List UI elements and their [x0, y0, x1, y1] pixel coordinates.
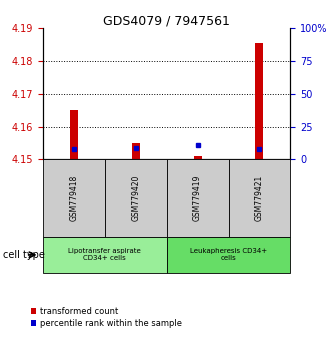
Bar [167, 237, 290, 273]
Text: Leukapheresis CD34+
cells: Leukapheresis CD34+ cells [190, 249, 267, 261]
Bar [167, 159, 228, 237]
Bar [105, 159, 167, 237]
Bar [70, 110, 78, 159]
Bar [43, 159, 105, 237]
Text: GSM779421: GSM779421 [255, 175, 264, 221]
Bar [228, 159, 290, 237]
Legend: transformed count, percentile rank within the sample: transformed count, percentile rank withi… [31, 307, 182, 328]
Bar [43, 237, 167, 273]
Text: GSM779420: GSM779420 [131, 175, 140, 222]
Text: GSM779418: GSM779418 [69, 175, 78, 221]
Text: cell type: cell type [3, 250, 45, 260]
Bar [132, 143, 140, 159]
Bar [255, 43, 263, 159]
Text: GSM779419: GSM779419 [193, 175, 202, 222]
Title: GDS4079 / 7947561: GDS4079 / 7947561 [103, 14, 230, 27]
Text: Lipotransfer aspirate
CD34+ cells: Lipotransfer aspirate CD34+ cells [68, 249, 141, 261]
Bar [194, 156, 202, 159]
